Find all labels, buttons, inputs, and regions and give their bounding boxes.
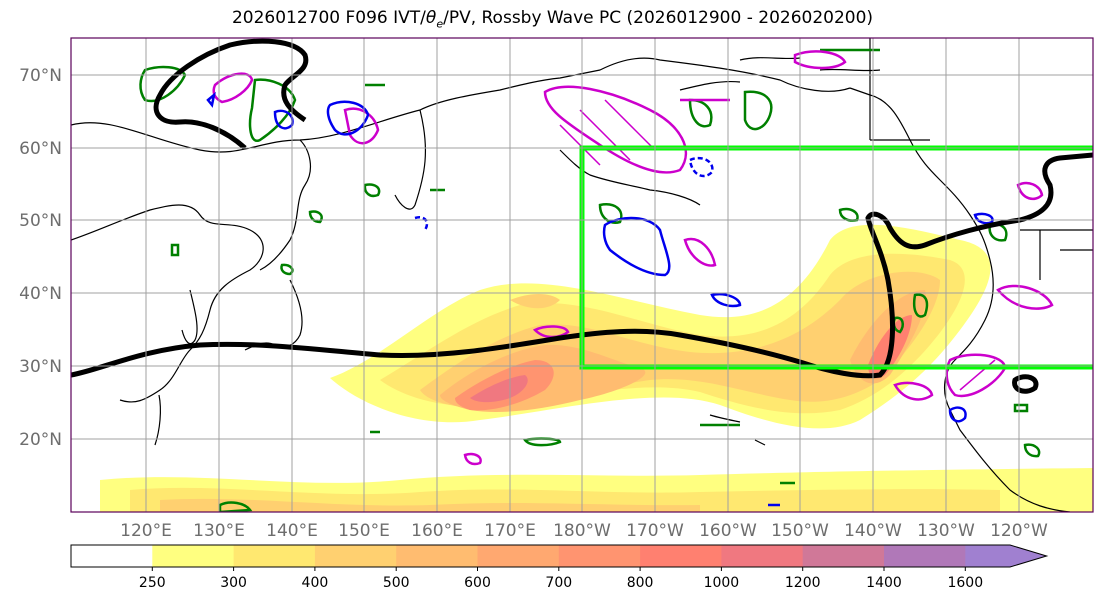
map-title: 2026012700 F096 IVT/θe/PV, Rossby Wave P… [231, 8, 874, 31]
colorbar-swatch [721, 545, 804, 567]
lon-label: 170°E [484, 521, 536, 541]
colorbar-swatch [802, 545, 885, 567]
colorbar-label: 400 [302, 575, 329, 591]
lon-label: 170°W [626, 521, 684, 541]
colorbar-swatch [71, 545, 153, 567]
colorbar-label: 600 [464, 575, 491, 591]
colorbar: 250 300 400 500 600 700 800 1000 1200 1400 1600 [70, 544, 1049, 591]
lat-label: 30°N [19, 357, 62, 377]
lon-label: 140°W [844, 521, 902, 541]
lon-label: 160°W [699, 521, 757, 541]
lon-label: 160°E [411, 521, 463, 541]
colorbar-label: 500 [383, 575, 410, 591]
coastlines [71, 38, 1093, 512]
colorbar-label: 250 [139, 575, 166, 591]
colorbar-label: 1400 [866, 575, 902, 591]
lon-label: 180°W [553, 521, 611, 541]
colorbar-swatch [477, 545, 560, 567]
colorbar-label: 700 [545, 575, 572, 591]
lon-label: 120°W [990, 521, 1048, 541]
lon-label: 130°W [917, 521, 975, 541]
gridlines [71, 38, 1093, 512]
colorbar-swatch [152, 545, 235, 567]
lat-label: 40°N [19, 284, 62, 304]
colorbar-label: 800 [627, 575, 654, 591]
colorbar-swatch [396, 545, 478, 567]
lon-label: 150°E [338, 521, 390, 541]
colorbar-swatch [233, 545, 316, 567]
latitude-labels: 70°N 60°N 50°N 40°N 30°N 20°N [19, 66, 62, 450]
colorbar-outline [70, 544, 1049, 568]
lat-label: 60°N [19, 139, 62, 159]
colorbar-swatch [884, 545, 966, 567]
lat-label: 50°N [19, 211, 62, 231]
colorbar-label: 1600 [947, 575, 983, 591]
colorbar-swatch [314, 545, 397, 567]
lat-label: 70°N [19, 66, 62, 86]
pv-positive-contours [212, 50, 1054, 466]
colorbar-swatch [558, 545, 641, 567]
rossby-wave-contours [71, 38, 1093, 394]
colorbar-label: 300 [220, 575, 247, 591]
lon-label: 130°E [193, 521, 245, 541]
colorbar-label: 1000 [704, 575, 740, 591]
lon-label: 120°E [120, 521, 172, 541]
lat-label: 20°N [19, 430, 62, 450]
colorbar-swatch [640, 545, 722, 567]
colorbar-swatch [965, 545, 1047, 567]
lon-label: 140°E [266, 521, 318, 541]
colorbar-label: 1200 [785, 575, 821, 591]
lon-label: 150°W [771, 521, 829, 541]
longitude-labels: 120°E 130°E 140°E 150°E 160°E 170°E 180°… [120, 521, 1048, 541]
map-border [70, 37, 1094, 513]
